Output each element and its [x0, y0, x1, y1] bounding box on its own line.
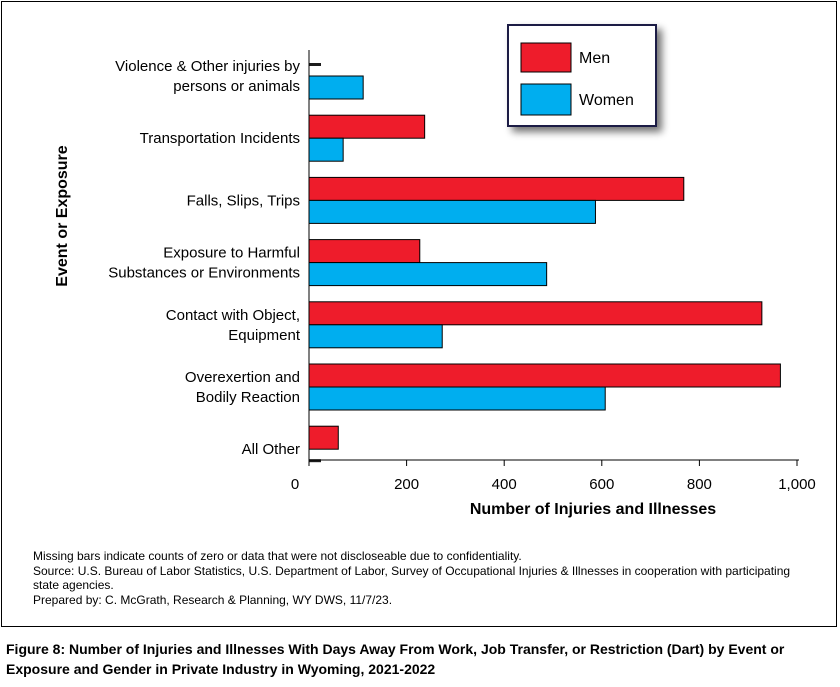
- y-axis-title: Event or Exposure: [54, 145, 71, 286]
- category-label-line: Overexertion and: [185, 369, 300, 386]
- chart-notes: Missing bars indicate counts of zero or …: [33, 549, 813, 607]
- x-tick-label: 600: [589, 476, 614, 493]
- bar-stub: [309, 63, 321, 66]
- legend-swatch-men: [520, 42, 572, 73]
- x-tick-label: 400: [492, 476, 517, 493]
- bar-stub: [309, 459, 321, 463]
- bar-women: [308, 137, 344, 162]
- category-label-line: Falls, Slips, Trips: [187, 192, 300, 209]
- bar-men: [308, 114, 426, 139]
- bar-men: [308, 425, 339, 450]
- bars-layer: [308, 63, 781, 463]
- category-label-line: Bodily Reaction: [196, 389, 300, 406]
- category-label-line: Substances or Environments: [108, 265, 300, 282]
- category-label-line: Exposure to Harmful: [163, 245, 300, 262]
- legend-label-women: Women: [579, 92, 634, 109]
- category-label: Contact with Object, Equipment: [166, 307, 301, 344]
- category-labels: Violence & Other injuries by persons or a…: [108, 58, 301, 458]
- note-prepared-by: Prepared by: C. McGrath, Research & Plan…: [33, 592, 393, 607]
- category-label-line: Transportation Incidents: [140, 130, 300, 147]
- bar-women: [308, 324, 443, 349]
- category-label: Transportation Incidents: [140, 130, 300, 147]
- figure-frame: [1, 1, 837, 627]
- bar-women: [308, 386, 606, 411]
- chart-legend: Men Women: [507, 24, 657, 127]
- category-label: Falls, Slips, Trips: [187, 192, 300, 209]
- x-tick-label: 800: [687, 476, 712, 493]
- x-axis-title: Number of Injuries and Illnesses: [470, 501, 716, 518]
- category-label: All Other: [242, 441, 300, 458]
- bar-women: [308, 262, 548, 287]
- axis-layer: [308, 50, 799, 466]
- category-label: Overexertion and Bodily Reaction: [185, 369, 300, 406]
- x-tick-label: 200: [394, 476, 419, 493]
- legend-swatch-women: [520, 83, 572, 116]
- category-label-line: Equipment: [228, 327, 301, 344]
- category-label-line: Contact with Object,: [166, 307, 300, 324]
- category-label-line: Violence & Other injuries by: [115, 58, 300, 75]
- category-label-line: All Other: [242, 441, 300, 458]
- injuries-bar-chart: Violence & Other injuries by persons or a…: [54, 24, 816, 518]
- note-missing-bars: Missing bars indicate counts of zero or …: [33, 549, 522, 563]
- x-tick-labels: 0 200 400 600 800 1,000: [291, 476, 816, 493]
- figure-caption: Figure 8: Number of Injuries and Illness…: [6, 641, 785, 677]
- category-label: Violence & Other injuries by persons or a…: [115, 58, 300, 95]
- bar-men: [308, 363, 781, 388]
- x-tick-label: 0: [291, 476, 299, 493]
- note-source: Source: U.S. Bureau of Labor Statistics,…: [33, 563, 791, 593]
- x-tick-label: 1,000: [778, 476, 816, 493]
- bar-women: [308, 199, 596, 224]
- legend-label-men: Men: [579, 50, 610, 67]
- bar-men: [308, 176, 685, 201]
- bar-women: [308, 75, 364, 100]
- category-label-line: persons or animals: [173, 78, 300, 95]
- bar-men: [308, 239, 421, 264]
- category-label: Exposure to Harmful Substances or Environ…: [108, 245, 300, 282]
- bar-men: [308, 301, 763, 326]
